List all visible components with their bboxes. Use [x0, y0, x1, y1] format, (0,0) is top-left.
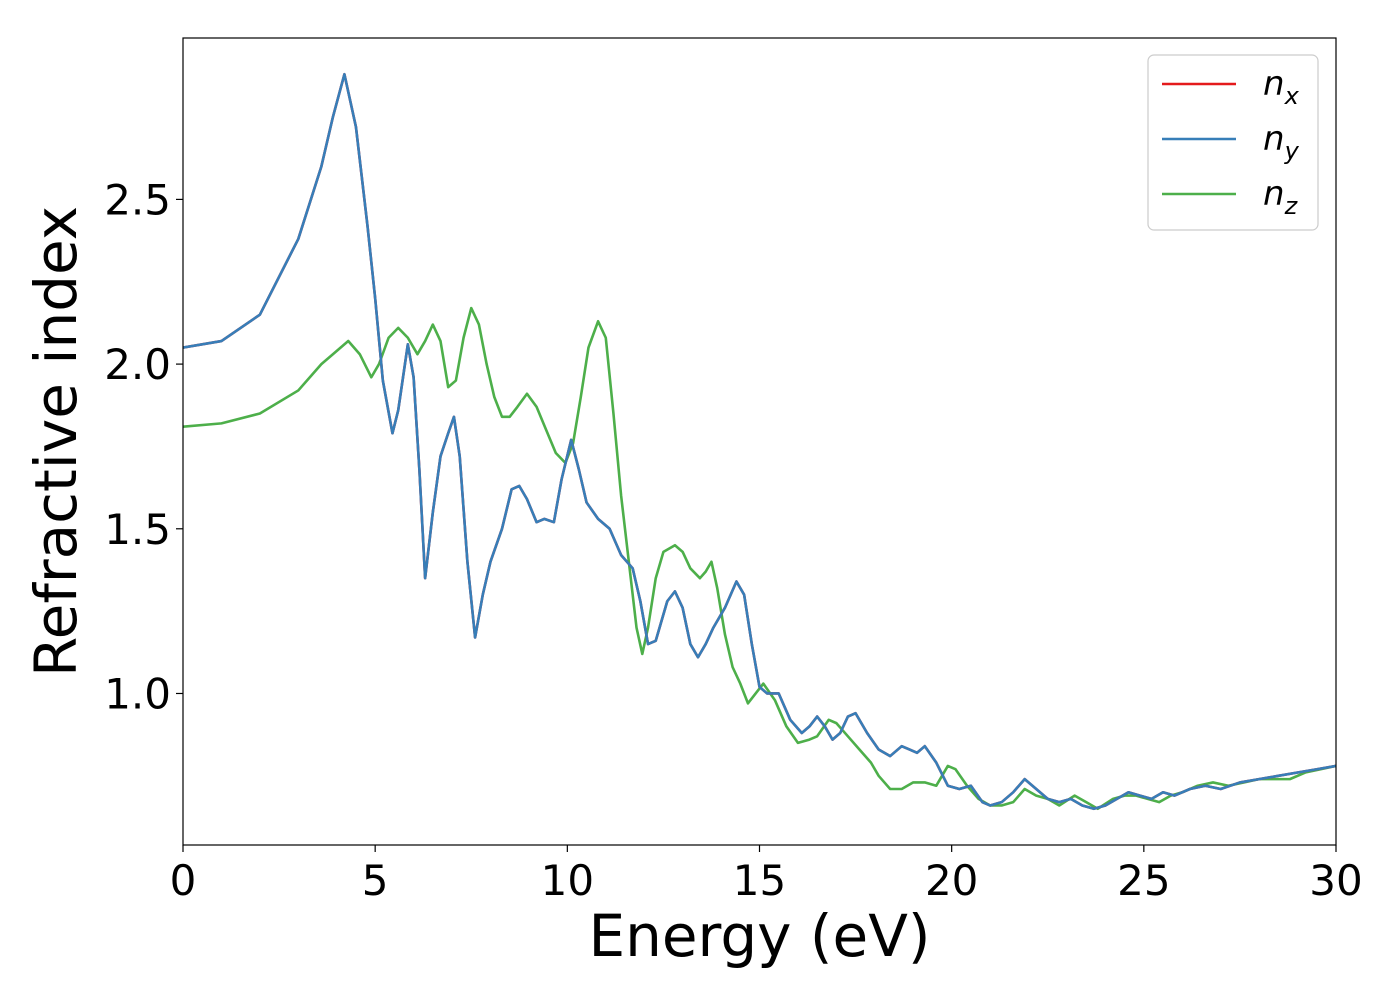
series-line-ny	[183, 72, 1336, 811]
x-tick-label: 5	[362, 856, 389, 905]
legend-label-subscript: x	[1284, 82, 1300, 110]
x-tick-label: 15	[733, 856, 786, 905]
x-axis: 0 5 10 15 20 25 30	[170, 845, 1363, 905]
y-axis: 1.0 1.5 2.0 2.5	[104, 175, 183, 718]
x-axis-title: Energy (eV)	[588, 902, 930, 970]
series-line-nz	[183, 306, 1336, 811]
y-tick-label: 2.0	[104, 340, 171, 389]
legend-label-ny: ny	[1263, 119, 1300, 165]
legend-box	[1147, 54, 1319, 231]
legend-label-nx: nx	[1263, 64, 1300, 110]
x-tick-label: 30	[1309, 856, 1362, 905]
legend-label-nz: nz	[1263, 174, 1299, 220]
y-tick-label: 2.5	[104, 175, 171, 224]
x-tick-label: 25	[1117, 856, 1170, 905]
y-axis-title: Refractive index	[22, 206, 90, 677]
legend-label-base: n	[1263, 174, 1285, 214]
y-tick-label: 1.5	[104, 505, 171, 554]
x-tick-label: 0	[170, 856, 197, 905]
x-tick-label: 10	[541, 856, 594, 905]
legend-label-subscript: z	[1284, 192, 1299, 220]
x-tick-label: 20	[925, 856, 978, 905]
legend-label-base: n	[1263, 64, 1285, 104]
legend-label-subscript: y	[1284, 137, 1300, 165]
series-layer	[183, 72, 1336, 811]
legend-label-base: n	[1263, 119, 1285, 159]
y-tick-label: 1.0	[104, 669, 171, 718]
